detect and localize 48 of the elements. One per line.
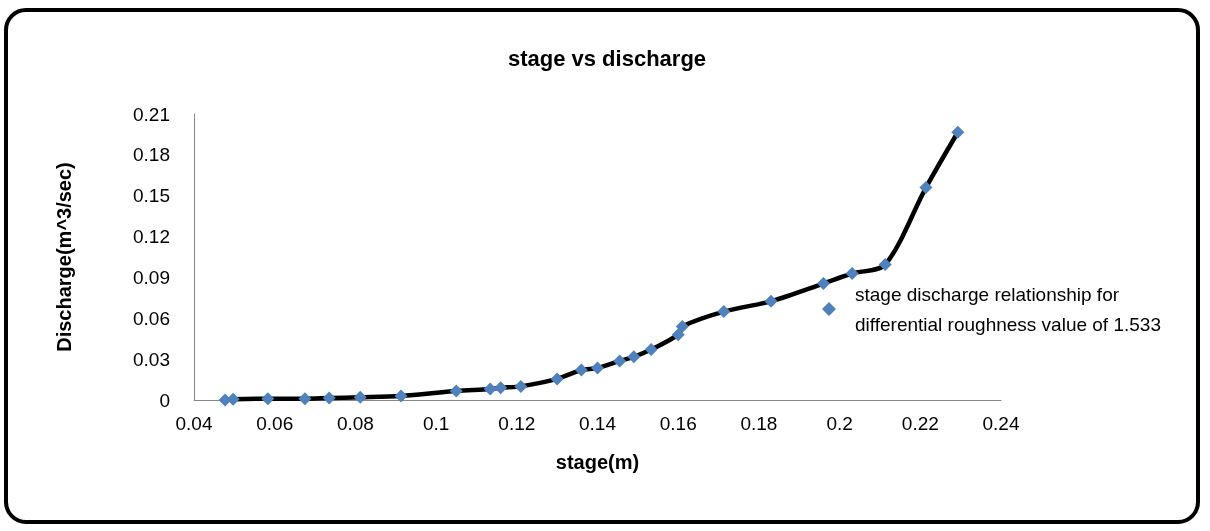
point xyxy=(717,305,731,319)
x-axis-title: stage(m) xyxy=(555,451,640,473)
y-tick-label: 0.18 xyxy=(133,144,170,166)
x-tick-label: 0.24 xyxy=(982,413,1020,434)
point xyxy=(627,350,641,364)
point xyxy=(919,181,933,195)
y-axis-title: Discharge(m^3/sec) xyxy=(53,162,75,352)
y-tick-label: 0.09 xyxy=(133,266,170,288)
y-tick-label: 0.15 xyxy=(133,185,170,207)
y-tick-label: 0.21 xyxy=(133,103,170,125)
point xyxy=(764,294,778,308)
point xyxy=(449,384,463,398)
point xyxy=(845,266,859,280)
point xyxy=(514,379,528,393)
x-tick-label: 0.04 xyxy=(175,413,213,434)
y-tick-label: 0.03 xyxy=(133,348,170,370)
legend-label: stage discharge relationship for differential roughness value of 1.533 xyxy=(855,283,1161,335)
point xyxy=(394,389,408,403)
point xyxy=(613,354,627,368)
x-tick-label: 0.12 xyxy=(498,413,536,434)
x-tick-label: 0.08 xyxy=(336,413,374,434)
point xyxy=(574,363,588,377)
x-tick-label: 0.22 xyxy=(901,413,939,434)
point xyxy=(671,328,685,342)
point xyxy=(951,125,965,139)
point xyxy=(483,382,497,396)
point xyxy=(816,277,830,291)
point xyxy=(261,392,275,406)
x-tick-label: 0.14 xyxy=(579,413,617,434)
point xyxy=(878,257,892,271)
point xyxy=(298,392,312,406)
chart-title: stage vs discharge xyxy=(507,45,707,71)
point xyxy=(675,319,689,333)
point xyxy=(322,391,336,405)
point xyxy=(353,390,367,404)
point xyxy=(550,372,564,386)
point xyxy=(644,343,658,357)
x-tick-label: 0.18 xyxy=(740,413,778,434)
rounded-frame: Discharge(m^3/sec) stage(m) 0 0.03 0.06 0.09 0.12 0.15 0.18 0.21 0.04 0.06 0.08 0.1 0.12 0.14 0.16 0.18 0.2 0.22 0.24 stage discharge relationship for differential roughness value of 1.533 stage vs discharge xyxy=(4,8,1200,524)
y-tick-label: 0 xyxy=(159,389,170,411)
point xyxy=(591,361,604,375)
point xyxy=(494,381,508,395)
x-tick-label: 0.2 xyxy=(826,413,853,434)
y-tick-label: 0.12 xyxy=(133,226,170,248)
x-tick-label: 0.16 xyxy=(659,413,697,434)
x-tick-label: 0.06 xyxy=(256,413,294,434)
y-tick-label: 0.06 xyxy=(133,307,170,329)
x-tick-label: 0.1 xyxy=(422,413,450,434)
